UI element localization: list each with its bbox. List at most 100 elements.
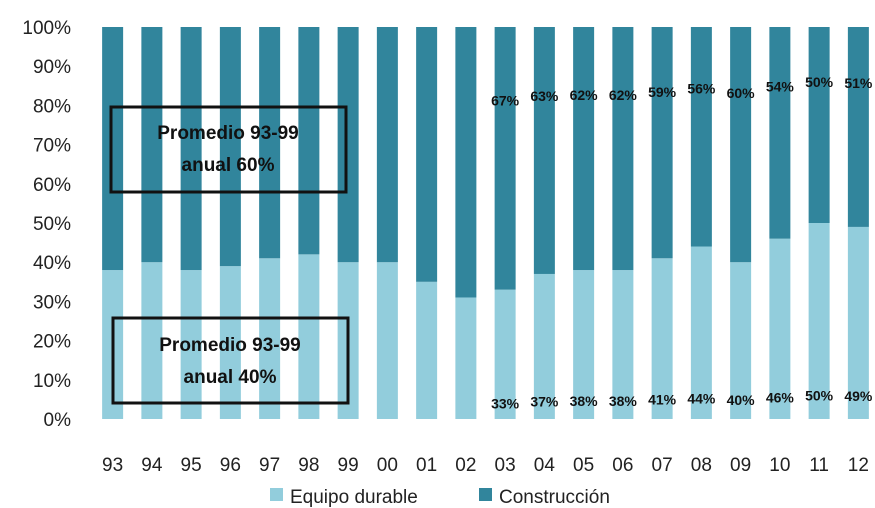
- annotation-line2: anual 40%: [184, 367, 277, 388]
- annotation-line1: Promedio 93-99: [159, 335, 301, 356]
- annotation-line2: anual 60%: [182, 155, 275, 176]
- bar-equipo-durable: [376, 262, 398, 419]
- y-tick-label: 0%: [44, 410, 72, 431]
- data-label-construccion: 62%: [609, 87, 638, 103]
- data-label-construccion: 56%: [687, 80, 716, 96]
- x-tick-label: 99: [338, 455, 359, 476]
- bar-construccion: [259, 27, 281, 259]
- bar-construccion: [376, 27, 398, 263]
- bar-equipo-durable: [769, 238, 791, 419]
- annotation-box-frame: [109, 105, 348, 194]
- data-label-construccion: 59%: [648, 84, 677, 100]
- legend-label-construccion: Construcción: [499, 487, 610, 508]
- bar-equipo-durable: [416, 281, 438, 419]
- bar-equipo-durable: [730, 262, 752, 419]
- y-axis: 0% 10% 20% 30% 40% 50% 60% 70% 80% 90% 100%: [22, 18, 71, 431]
- bar-equipo-durable: [612, 270, 634, 419]
- bar-construccion: [455, 27, 477, 298]
- bar-construccion: [180, 27, 202, 271]
- bar-equipo-durable: [690, 246, 712, 419]
- bar-construccion: [416, 27, 438, 282]
- data-label-construccion: 63%: [530, 88, 559, 104]
- bar-equipo-durable: [219, 266, 241, 419]
- bar-equipo-durable: [259, 258, 281, 419]
- bar-equipo-durable: [808, 223, 830, 419]
- bar-equipo-durable: [494, 289, 516, 419]
- annotation-box-equipo: Promedio 93-99 anual 40%: [111, 316, 350, 405]
- y-tick-label: 50%: [33, 214, 71, 235]
- x-tick-label: 95: [181, 455, 202, 476]
- bar-equipo-durable: [533, 273, 555, 419]
- bar-equipo-durable: [141, 262, 163, 419]
- x-tick-label: 96: [220, 455, 241, 476]
- data-label-construccion: 60%: [727, 85, 756, 101]
- annotation-line1: Promedio 93-99: [157, 123, 299, 144]
- legend-swatch-construccion: [479, 488, 492, 501]
- data-label-equipo-durable: 50%: [805, 387, 834, 403]
- y-tick-label: 40%: [33, 253, 71, 274]
- data-label-equipo-durable: 38%: [570, 393, 599, 409]
- x-tick-label: 01: [416, 455, 437, 476]
- x-tick-label: 04: [534, 455, 556, 476]
- bar-equipo-durable: [651, 258, 673, 419]
- data-label-construccion: 62%: [570, 87, 599, 103]
- y-tick-label: 100%: [22, 18, 71, 39]
- x-tick-label: 03: [495, 455, 516, 476]
- y-tick-label: 60%: [33, 175, 71, 196]
- x-tick-label: 00: [377, 455, 398, 476]
- data-label-construccion: 54%: [766, 78, 795, 94]
- data-label-equipo-durable: 40%: [727, 392, 756, 408]
- bar-construccion: [494, 27, 516, 290]
- bar-construccion: [573, 27, 595, 271]
- bar-construccion: [219, 27, 241, 267]
- data-label-equipo-durable: 46%: [766, 389, 795, 405]
- x-tick-label: 11: [809, 455, 829, 476]
- x-axis: 93 94 95 96 97 98 99 00 01 02 03 04 05 06 07 08 09 10 11 12: [102, 455, 869, 476]
- x-tick-label: 06: [612, 455, 633, 476]
- x-tick-label: 09: [730, 455, 751, 476]
- data-labels: 33% 67% 37% 63% 38% 62% 38% 62% 41% 59% 44% 56% 40% 6…: [491, 74, 873, 412]
- bar-equipo-durable: [573, 270, 595, 419]
- bar-construccion: [102, 27, 124, 271]
- bar-equipo-durable: [298, 254, 320, 419]
- y-tick-label: 20%: [33, 332, 71, 353]
- y-tick-label: 80%: [33, 96, 71, 117]
- y-tick-label: 10%: [33, 371, 71, 392]
- data-label-equipo-durable: 44%: [687, 390, 716, 406]
- bar-construccion: [612, 27, 634, 271]
- y-tick-label: 70%: [33, 136, 71, 157]
- bar-equipo-durable: [847, 226, 869, 419]
- x-tick-label: 02: [455, 455, 476, 476]
- annotation-box-frame: [111, 316, 350, 405]
- bars: [102, 27, 869, 419]
- data-label-construccion: 67%: [491, 93, 520, 109]
- x-tick-label: 12: [848, 455, 869, 476]
- bar-construccion: [298, 27, 320, 255]
- x-tick-label: 05: [573, 455, 594, 476]
- bar-construccion: [533, 27, 555, 274]
- x-tick-label: 93: [102, 455, 123, 476]
- x-tick-label: 98: [298, 455, 319, 476]
- bar-equipo-durable: [180, 270, 202, 419]
- x-tick-label: 97: [259, 455, 280, 476]
- bar-construccion: [337, 27, 359, 263]
- x-tick-label: 10: [769, 455, 790, 476]
- bar-construccion: [651, 27, 673, 259]
- bar-construccion: [141, 27, 163, 263]
- bar-construccion: [769, 27, 791, 239]
- legend-swatch-equipo: [270, 488, 283, 501]
- data-label-construccion: 51%: [844, 75, 873, 91]
- data-label-equipo-durable: 37%: [530, 394, 559, 410]
- y-tick-label: 90%: [33, 57, 71, 78]
- x-tick-label: 08: [691, 455, 712, 476]
- x-tick-label: 94: [141, 455, 163, 476]
- data-label-equipo-durable: 33%: [491, 395, 520, 411]
- data-label-equipo-durable: 38%: [609, 393, 638, 409]
- bar-construccion: [847, 27, 869, 227]
- data-label-equipo-durable: 41%: [648, 392, 677, 408]
- y-tick-label: 30%: [33, 292, 71, 313]
- bar-construccion: [690, 27, 712, 247]
- annotation-box-construccion: Promedio 93-99 anual 60%: [109, 105, 348, 194]
- bar-construccion: [808, 27, 830, 223]
